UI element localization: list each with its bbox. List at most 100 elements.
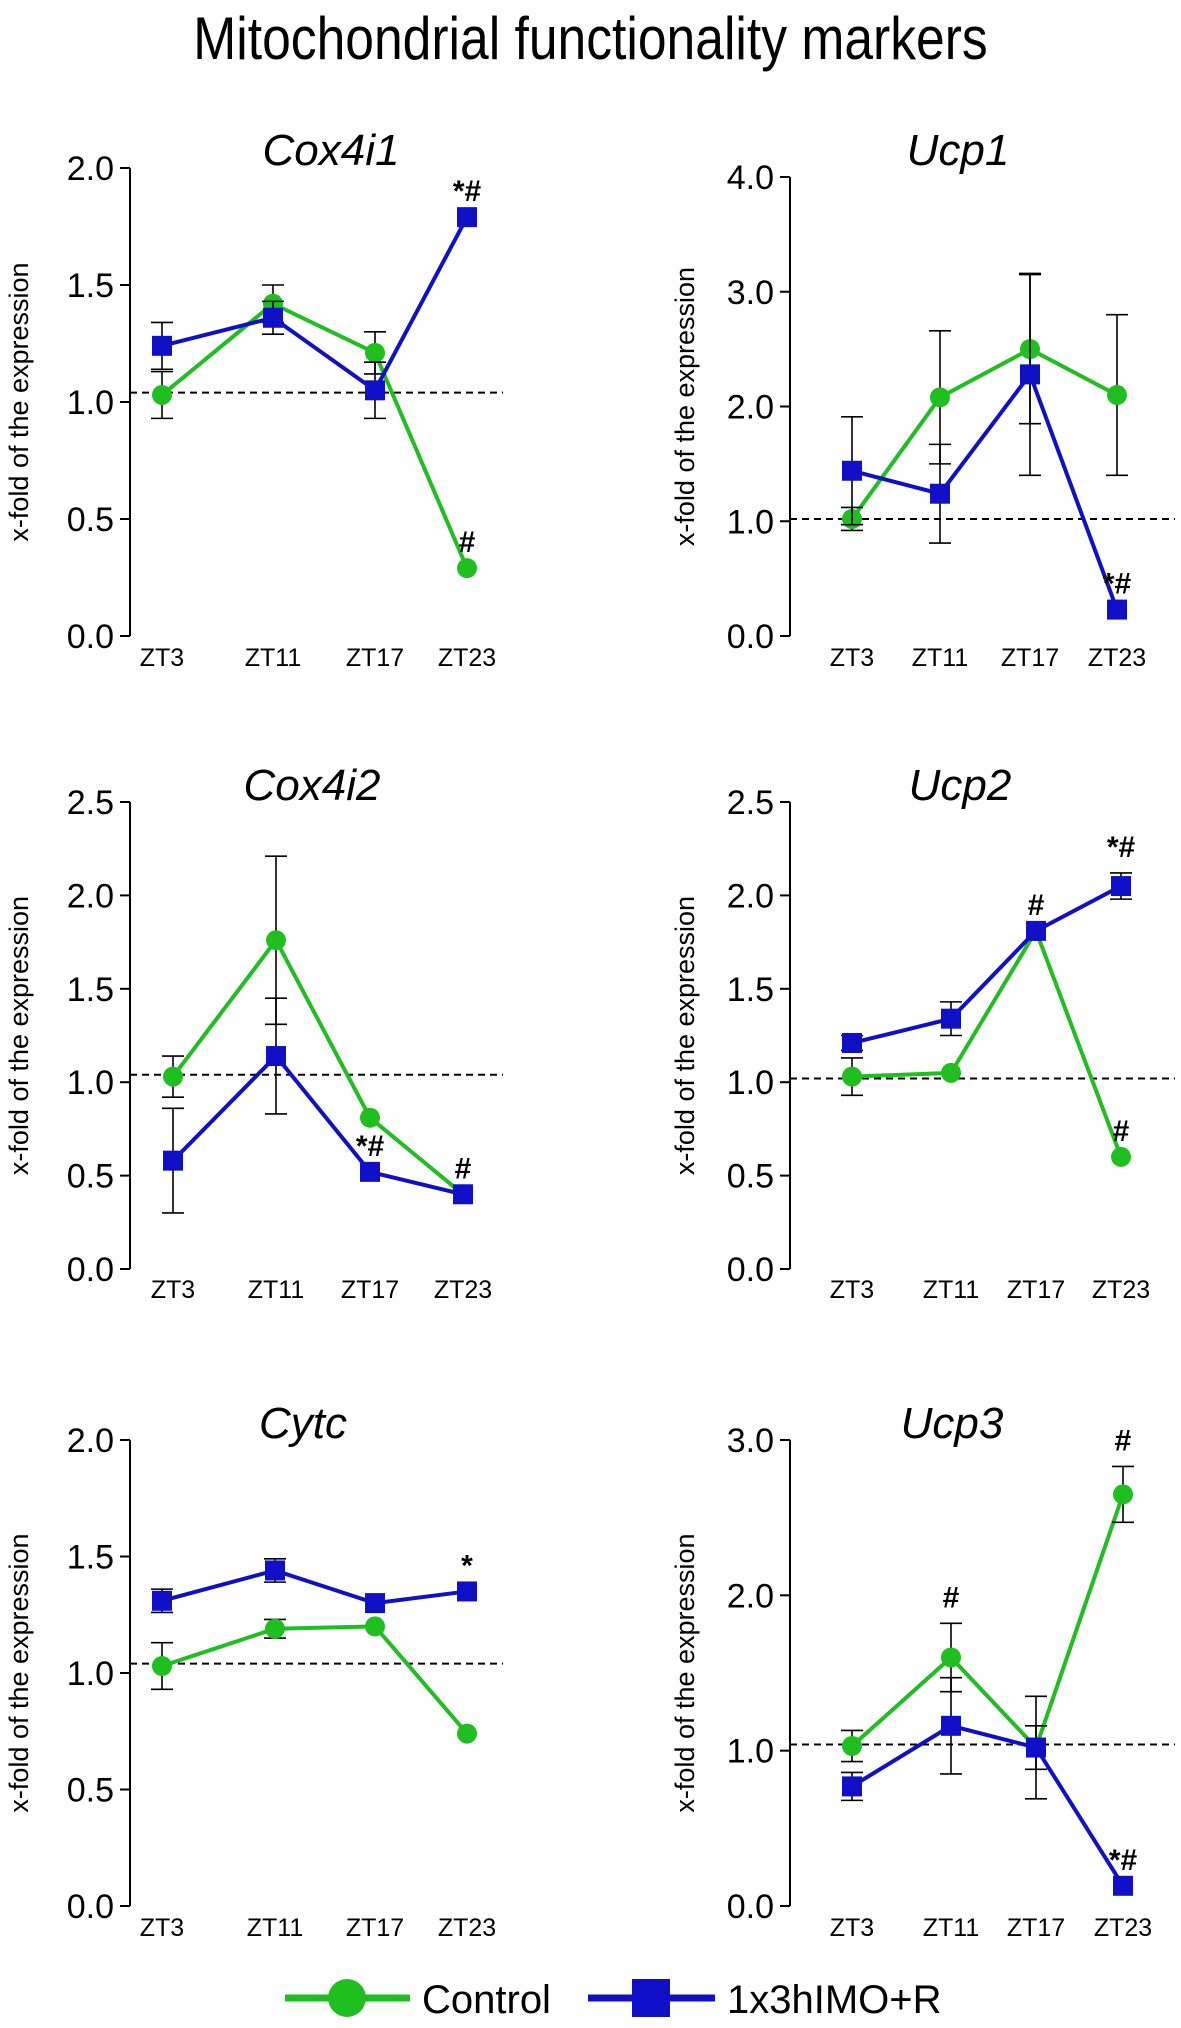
chart-panel-cox4i2: Cox4i2 x-fold of the expression 0.0 0.5 1.0 1… — [4, 761, 503, 1304]
data-point-imo — [1020, 364, 1040, 385]
series-line-imo — [161, 1568, 468, 1606]
y-tick-label: 1.5 — [67, 267, 114, 305]
chart-panel-cytc: Cytc x-fold of the expression 0.0 0.5 1.0 1.5… — [4, 1399, 503, 1942]
y-tick-label: 1.0 — [67, 384, 114, 422]
data-point-control — [266, 930, 286, 951]
data-point-imo — [1026, 920, 1046, 941]
y-axis-label: x-fold of the expression — [4, 896, 34, 1175]
x-tick-label: ZT23 — [1094, 1914, 1152, 1942]
x-tick-label: ZT11 — [923, 1914, 980, 1942]
x-tick-label: ZT23 — [438, 1914, 496, 1942]
y-tick-label: 1.5 — [67, 1539, 114, 1577]
y-tick-label: 1.5 — [67, 971, 114, 1009]
x-tick-label: ZT17 — [1007, 1276, 1065, 1304]
series-imo — [841, 1676, 1133, 1896]
series-imo — [841, 872, 1132, 1053]
data-point-control — [152, 1656, 172, 1677]
y-tick-label: 1.5 — [727, 971, 774, 1009]
series-imo — [151, 207, 477, 420]
y-tick-label: 2.5 — [727, 784, 774, 822]
legend-item-imo: 1x3hIMO+R — [588, 1978, 942, 2022]
x-tick-label: ZT3 — [151, 1276, 195, 1304]
y-tick-label: 1.0 — [727, 503, 774, 541]
data-point-imo — [941, 1008, 961, 1029]
data-point-control — [163, 1066, 183, 1087]
data-point-control — [365, 1616, 385, 1637]
significance-label: # — [943, 1581, 960, 1614]
x-tick-label: ZT3 — [830, 644, 874, 672]
significance-label: *# — [1107, 831, 1136, 864]
significance-label: # — [1113, 1115, 1130, 1148]
data-point-imo — [930, 483, 950, 504]
x-tick-label: ZT17 — [346, 1914, 404, 1942]
y-tick-label: 0.0 — [727, 618, 774, 656]
significance-label: # — [459, 526, 476, 559]
series-control — [841, 273, 1128, 532]
data-point-control — [941, 1062, 961, 1083]
x-tick-label: ZT11 — [247, 1914, 304, 1942]
data-point-imo — [365, 380, 385, 401]
series-line-control — [160, 301, 469, 569]
y-tick-label: 0.0 — [67, 1251, 114, 1289]
series-line-control — [850, 1493, 1125, 1752]
y-tick-label: 3.0 — [727, 274, 774, 312]
data-point-control — [842, 1066, 862, 1087]
panel-title: Cox4i2 — [244, 761, 381, 810]
significance-label: # — [455, 1152, 472, 1185]
y-tick-label: 0.5 — [67, 1158, 114, 1196]
y-axis-label: x-fold of the expression — [670, 896, 700, 1175]
y-tick-label: 0.0 — [67, 1888, 114, 1926]
chart-panel-ucp1: Ucp1 x-fold of the expression 0.0 1.0 2.0 3.0… — [670, 126, 1175, 672]
significance-label: *# — [1103, 568, 1132, 601]
data-point-imo — [842, 1032, 862, 1053]
data-point-control — [941, 1647, 961, 1668]
significance-label: *# — [453, 175, 482, 208]
series-control — [151, 284, 477, 579]
chart-panel-cox4i1: Cox4i1 x-fold of the expression 0.0 0.5 1.0 1… — [4, 126, 503, 672]
data-point-imo — [152, 1590, 172, 1611]
chart-panels: Cox4i1 x-fold of the expression 0.0 0.5 1.0 1… — [4, 126, 1175, 1942]
y-tick-label: 2.0 — [727, 389, 774, 427]
data-point-imo — [1026, 1737, 1046, 1758]
series-imo — [162, 997, 473, 1214]
y-tick-label: 1.0 — [727, 1733, 774, 1771]
y-tick-label: 2.0 — [67, 1422, 114, 1460]
data-point-control — [360, 1107, 380, 1128]
y-tick-label: 3.0 — [727, 1422, 774, 1460]
data-point-control — [930, 387, 950, 408]
x-tick-label: ZT3 — [830, 1914, 874, 1942]
panel-title: Cox4i1 — [263, 126, 400, 175]
legend-label-imo: 1x3hIMO+R — [727, 1978, 942, 2022]
x-tick-label: ZT17 — [341, 1276, 399, 1304]
series-line-imo — [161, 216, 469, 394]
y-axis-label: x-fold of the expression — [4, 1533, 34, 1812]
y-tick-label: 1.0 — [727, 1064, 774, 1102]
data-point-imo — [842, 1776, 862, 1797]
y-tick-label: 0.0 — [727, 1251, 774, 1289]
y-tick-label: 4.0 — [727, 159, 774, 197]
legend-item-control: Control — [285, 1978, 551, 2022]
x-tick-label: ZT23 — [434, 1276, 492, 1304]
series-imo — [841, 272, 1127, 620]
data-point-imo — [453, 1184, 473, 1205]
series-line-control — [850, 346, 1118, 521]
x-tick-label: ZT11 — [912, 644, 969, 672]
data-point-imo — [842, 460, 862, 481]
data-point-imo — [163, 1150, 183, 1171]
chart-panel-ucp3: Ucp3 x-fold of the expression 0.0 1.0 2.0 3.0… — [670, 1399, 1175, 1942]
data-point-imo — [1113, 1875, 1133, 1896]
legend: Control 1x3hIMO+R — [285, 1978, 942, 2022]
y-tick-label: 2.5 — [67, 784, 114, 822]
significance-label: *# — [1109, 1844, 1138, 1877]
x-tick-label: ZT3 — [830, 1276, 874, 1304]
y-tick-label: 0.0 — [67, 618, 114, 656]
x-tick-label: ZT17 — [1007, 1914, 1065, 1942]
series-line-imo — [171, 1053, 464, 1197]
significance-label: # — [1115, 1424, 1132, 1457]
data-point-imo — [365, 1593, 385, 1614]
data-point-control — [1111, 1146, 1131, 1167]
y-axis-label: x-fold of the expression — [670, 267, 700, 546]
data-point-control — [1113, 1484, 1133, 1505]
legend-marker-imo — [632, 1979, 670, 2017]
